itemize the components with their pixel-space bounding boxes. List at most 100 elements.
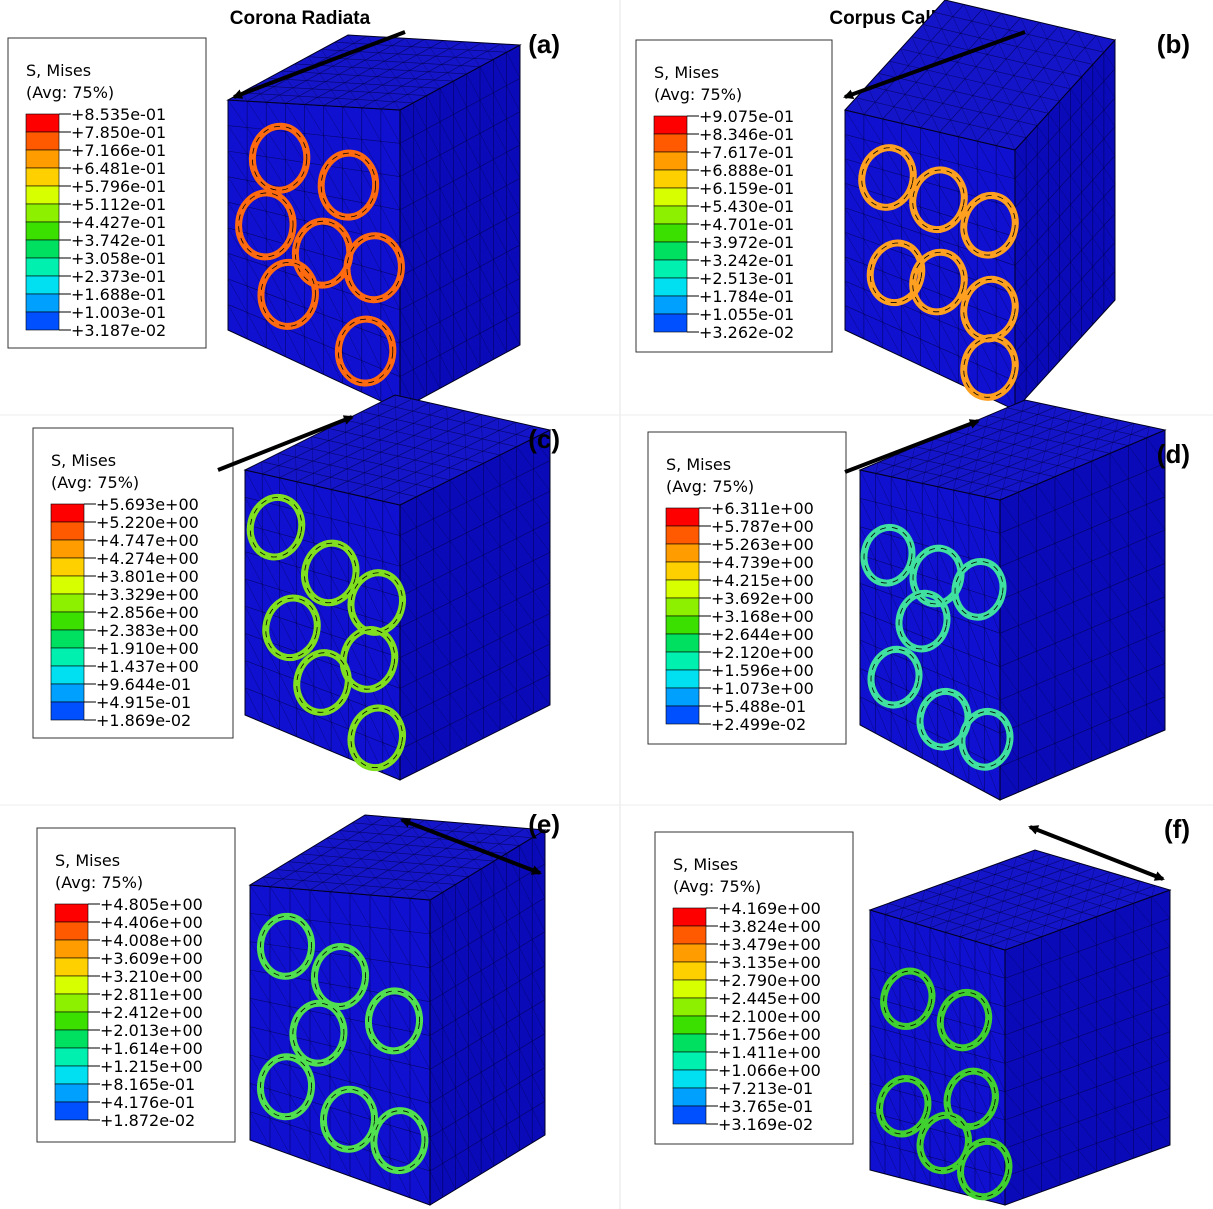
panel: (e)S, Mises(Avg: 75%)+4.805e+00+4.406e+0… <box>37 809 560 1205</box>
legend-label: +2.790e+00 <box>718 971 821 990</box>
legend-swatch <box>654 188 687 206</box>
legend-label: +9.075e-01 <box>699 107 794 126</box>
legend-label: +1.872e-02 <box>100 1111 195 1130</box>
legend-label: +5.430e-01 <box>699 197 794 216</box>
legend-label: +3.329e+00 <box>96 585 199 604</box>
panel: (d)S, Mises(Avg: 75%)+6.311e+00+5.787e+0… <box>648 400 1190 800</box>
legend-label: +4.427e-01 <box>71 213 166 232</box>
legend-label: +1.614e+00 <box>100 1039 203 1058</box>
legend-swatch <box>673 926 706 944</box>
panel-label: (f) <box>1164 814 1190 844</box>
legend-title: S, Mises <box>666 455 731 474</box>
legend-label: +4.215e+00 <box>711 571 814 590</box>
panels: (a)S, Mises(Avg: 75%)+8.535e-01+7.850e-0… <box>8 0 1190 1205</box>
legend-swatch <box>673 980 706 998</box>
legend-label: +4.747e+00 <box>96 531 199 550</box>
legend-label: +2.373e-01 <box>71 267 166 286</box>
legend-label: +2.412e+00 <box>100 1003 203 1022</box>
legend-label: +5.488e-01 <box>711 697 806 716</box>
panel: (a)S, Mises(Avg: 75%)+8.535e-01+7.850e-0… <box>8 29 560 410</box>
legend-label: +1.784e-01 <box>699 287 794 306</box>
legend-label: +3.765e-01 <box>718 1097 813 1116</box>
legend-label: +1.003e-01 <box>71 303 166 322</box>
legend-swatch <box>51 522 84 540</box>
legend-swatch <box>55 1084 88 1102</box>
legend-swatch <box>26 240 59 258</box>
legend-swatch <box>26 132 59 150</box>
legend-label: +8.165e-01 <box>100 1075 195 1094</box>
legend-subtitle: (Avg: 75%) <box>654 85 742 104</box>
legend-label: +2.100e+00 <box>718 1007 821 1026</box>
legend-label: +7.850e-01 <box>71 123 166 142</box>
cube-face <box>860 470 1000 800</box>
panel-label: (d) <box>1157 439 1190 469</box>
figure: Corona Radiata Corpus Callosum (a)S, Mis… <box>0 0 1213 1209</box>
legend-swatch <box>666 580 699 598</box>
legend-subtitle: (Avg: 75%) <box>51 473 139 492</box>
legend-swatch <box>666 562 699 580</box>
legend-swatch <box>666 706 699 724</box>
legend-label: +3.135e+00 <box>718 953 821 972</box>
legend-label: +2.013e+00 <box>100 1021 203 1040</box>
legend-swatch <box>51 540 84 558</box>
legend-label: +6.888e-01 <box>699 161 794 180</box>
legend-swatch <box>673 1106 706 1124</box>
legend-label: +4.915e-01 <box>96 693 191 712</box>
legend-swatch <box>55 940 88 958</box>
legend-swatch <box>26 312 59 330</box>
legend-label: +2.856e+00 <box>96 603 199 622</box>
legend-label: +4.805e+00 <box>100 895 203 914</box>
legend-swatch <box>673 998 706 1016</box>
legend-swatch <box>654 224 687 242</box>
panel: (c)S, Mises(Avg: 75%)+5.693e+00+5.220e+0… <box>33 395 560 780</box>
legend-swatch <box>654 134 687 152</box>
legend-label: +5.787e+00 <box>711 517 814 536</box>
legend-label: +3.824e+00 <box>718 917 821 936</box>
legend-subtitle: (Avg: 75%) <box>26 83 114 102</box>
legend-swatch <box>51 576 84 594</box>
legend-label: +3.479e+00 <box>718 935 821 954</box>
legend-swatch <box>666 526 699 544</box>
panel-label: (e) <box>528 809 560 839</box>
legend-swatch <box>666 544 699 562</box>
column-title: Corona Radiata <box>230 8 371 29</box>
legend-label: +6.481e-01 <box>71 159 166 178</box>
legend-swatch <box>51 702 84 720</box>
legend-label: +3.801e+00 <box>96 567 199 586</box>
legend-label: +7.166e-01 <box>71 141 166 160</box>
legend-swatch <box>55 976 88 994</box>
legend-label: +8.346e-01 <box>699 125 794 144</box>
legend-label: +5.263e+00 <box>711 535 814 554</box>
legend-label: +7.617e-01 <box>699 143 794 162</box>
legend-swatch <box>55 1048 88 1066</box>
legend-swatch <box>55 1030 88 1048</box>
legend-swatch <box>51 666 84 684</box>
legend-label: +3.210e+00 <box>100 967 203 986</box>
legend-swatch <box>673 1052 706 1070</box>
legend-swatch <box>55 1066 88 1084</box>
legend-swatch <box>55 994 88 1012</box>
legend-label: +9.644e-01 <box>96 675 191 694</box>
legend-swatch <box>26 114 59 132</box>
legend-swatch <box>51 648 84 666</box>
legend-swatch <box>51 504 84 522</box>
legend-label: +4.008e+00 <box>100 931 203 950</box>
panel-label: (c) <box>528 424 560 454</box>
legend-swatch <box>654 206 687 224</box>
legend-swatch <box>673 1070 706 1088</box>
legend-label: +5.220e+00 <box>96 513 199 532</box>
legend-swatch <box>673 1088 706 1106</box>
legend-label: +2.644e+00 <box>711 625 814 644</box>
legend-label: +3.262e-02 <box>699 323 794 342</box>
legend-swatch <box>666 616 699 634</box>
legend-label: +5.112e-01 <box>71 195 166 214</box>
legend-label: +4.739e+00 <box>711 553 814 572</box>
legend-label: +5.796e-01 <box>71 177 166 196</box>
legend-swatch <box>666 598 699 616</box>
legend-title: S, Mises <box>26 61 91 80</box>
legend-label: +1.411e+00 <box>718 1043 821 1062</box>
legend-label: +3.692e+00 <box>711 589 814 608</box>
legend-swatch <box>673 908 706 926</box>
legend-label: +4.176e-01 <box>100 1093 195 1112</box>
legend-title: S, Mises <box>55 851 120 870</box>
